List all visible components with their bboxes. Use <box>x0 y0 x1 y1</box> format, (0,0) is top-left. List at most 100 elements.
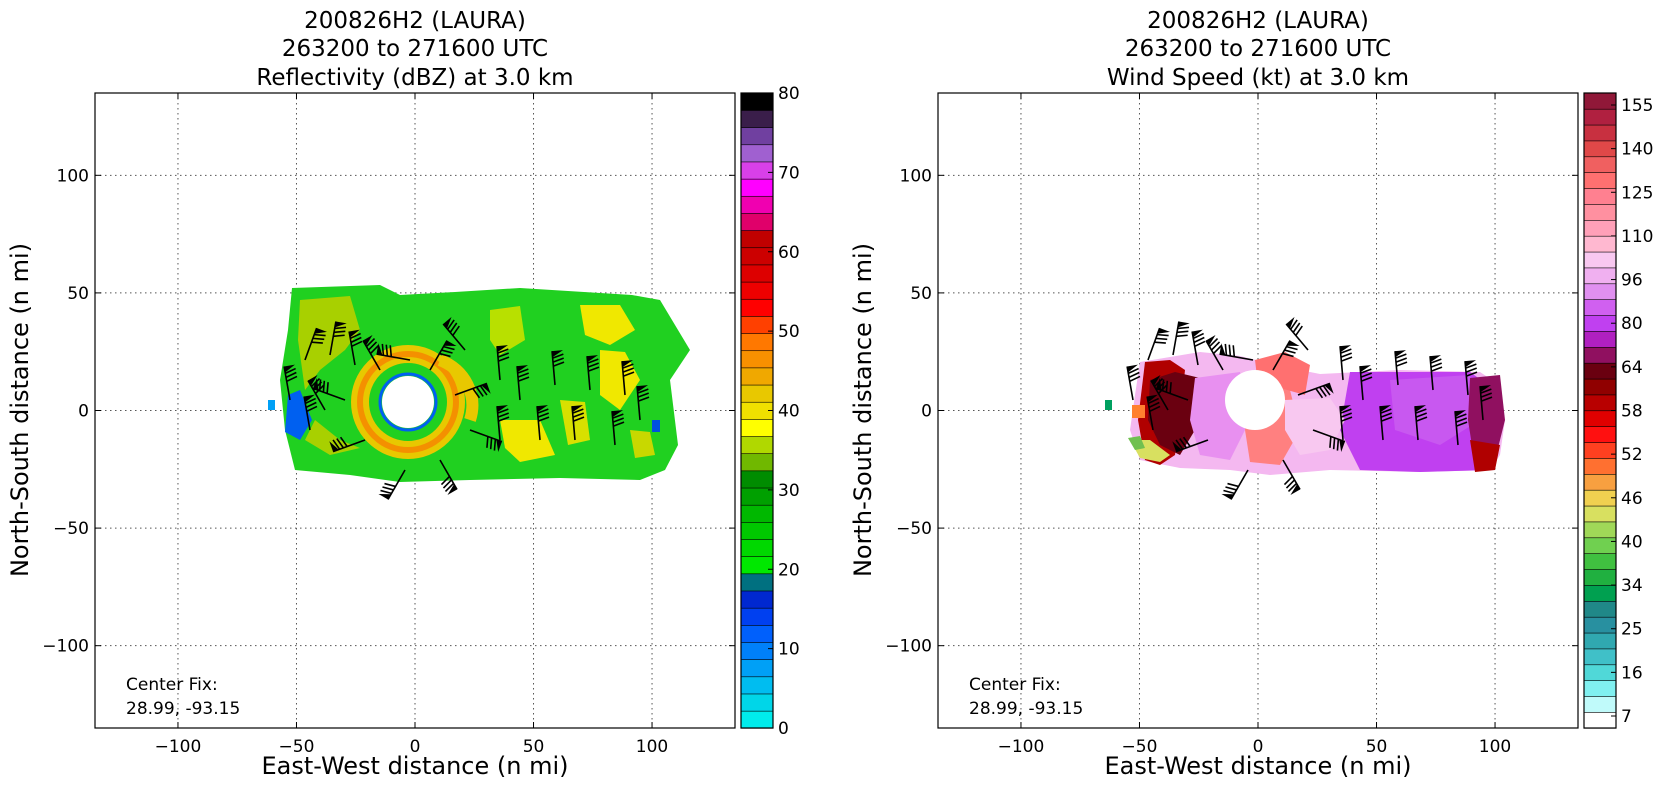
wind-barb-tick <box>537 408 549 414</box>
wind-barb-tick <box>1431 366 1443 372</box>
wind-barb-tick <box>497 352 509 358</box>
wind-barb-tick <box>1282 352 1294 358</box>
wind-barb-tick <box>322 380 326 393</box>
wind-barb-tick <box>311 341 323 344</box>
wind-barb-tick <box>498 356 510 362</box>
y-tick-label: 0 <box>921 402 932 422</box>
colorbar-segment <box>1583 203 1617 221</box>
wind-barb-tick <box>1176 334 1188 338</box>
wind-barb-flag <box>1151 375 1161 386</box>
wind-barb-shaft <box>1339 406 1344 441</box>
wind-barb-flag <box>1380 405 1391 413</box>
wind-barb-tick <box>1380 412 1392 418</box>
wind-barb-tick <box>572 408 584 414</box>
colorbar-segment <box>740 92 774 111</box>
colorbar-segment <box>740 590 774 609</box>
chart-title-line-3: Reflectivity (dBZ) at 3.0 km <box>256 65 573 91</box>
wind-barb-flag <box>378 493 391 500</box>
colorbar-segment <box>740 212 774 231</box>
wind-barb-tick <box>304 397 316 405</box>
wind-barb-tick <box>622 363 634 369</box>
y-axis-label: North-South distance (n mi) <box>6 243 34 577</box>
colorbar-segment <box>740 178 774 197</box>
wind-barb-tick <box>612 413 624 419</box>
wind-barb-tick <box>1415 412 1427 418</box>
wind-barb-tick <box>306 405 318 413</box>
center-fix-label: Center Fix: <box>969 675 1061 695</box>
wind-barb-tick <box>380 489 392 495</box>
wind-barb-tick <box>284 367 296 375</box>
colorbar-segment <box>1583 378 1617 396</box>
wind-barb-shaft <box>496 406 501 441</box>
colorbar-segment <box>740 384 774 403</box>
colorbar-segment <box>740 127 774 146</box>
colorbar-segment <box>1583 711 1617 729</box>
wind-barb-tick <box>350 336 362 344</box>
colorbar-segment <box>1583 648 1617 666</box>
wind-barb-tick <box>443 345 455 351</box>
wind-barb-flag <box>1286 316 1295 329</box>
wind-barb-tick <box>1193 336 1205 344</box>
colorbar-reflectivity: 0 10 20 30 40 50 60 70 80 <box>740 84 800 739</box>
wind-barb-tick <box>1340 412 1352 418</box>
wind-barb-tick <box>1415 408 1427 414</box>
wind-barb-tick <box>1455 417 1467 423</box>
colorbar-segment <box>1583 616 1617 634</box>
wind-barb-tick <box>518 376 530 382</box>
colorbar-tick-label: 140 <box>1621 140 1653 160</box>
colorbar-tick-label: 34 <box>1621 576 1643 596</box>
colorbar-segment <box>1583 172 1617 189</box>
wind-barb-tick <box>1295 325 1303 336</box>
wind-barb-tick <box>1360 368 1372 374</box>
wind-barb-tick <box>441 349 453 354</box>
colorbar-segment <box>740 195 774 214</box>
colorbar-tick-label: 50 <box>778 322 800 342</box>
wind-barb-tick <box>517 372 529 378</box>
wind-barb-tick <box>1169 382 1172 394</box>
wind-barb-tick <box>1481 396 1493 402</box>
colorbar-tick-label: 0 <box>778 719 789 739</box>
wind-barb-tick <box>336 438 345 449</box>
wind-barb-flag <box>622 360 633 368</box>
colorbar-segment <box>740 556 774 575</box>
colorbar-segment <box>1583 362 1617 380</box>
wind-barb-flag <box>1324 383 1334 394</box>
colorbar-tick-label: 20 <box>778 560 800 580</box>
colorbar-segment <box>740 332 774 352</box>
colorbar-segment <box>740 435 774 455</box>
wind-barb-flag <box>1177 321 1190 328</box>
wind-barb-tick <box>326 382 329 394</box>
wind-barb-shaft <box>1219 353 1254 361</box>
wind-barb-tick <box>1129 375 1141 383</box>
wind-barb-tick <box>1416 416 1428 422</box>
colorbar-tick-label: 58 <box>1621 402 1643 422</box>
wind-barb-shaft <box>1359 366 1364 401</box>
colorbar-tick-label: 110 <box>1621 227 1653 247</box>
wind-barb-tick <box>440 475 451 486</box>
wind-barb-shaft <box>348 331 356 366</box>
colorbar-segment <box>740 350 774 369</box>
colorbar-segment <box>1583 410 1617 427</box>
wind-barb-flag <box>1157 328 1170 334</box>
wind-barb-flag <box>637 385 648 393</box>
wind-barb-tick <box>1340 408 1352 414</box>
colorbar-segment <box>740 144 774 163</box>
wind-barb-flag <box>363 335 373 346</box>
wind-barb-tick <box>1148 401 1160 409</box>
colorbar-wind-speed: 7 16 25 34 40 46 52 58 64 80 96 110 125 140 155 <box>1583 92 1653 729</box>
colorbar-segment <box>1583 537 1617 554</box>
wind-barb-shaft <box>536 406 541 441</box>
wind-barb-shaft <box>551 351 556 386</box>
colorbar-segment <box>740 298 774 317</box>
wind-barb-tick <box>1341 416 1353 422</box>
wind-barb-shaft <box>636 386 641 421</box>
wind-barb-tick <box>573 416 585 422</box>
y-axis-ticks: −100 −50 0 50 100 <box>42 166 735 657</box>
wind-barb-tick <box>623 371 635 377</box>
wind-barb-flag <box>334 321 347 328</box>
wind-barb-tick <box>446 319 455 330</box>
colorbar-tick-label: 96 <box>1621 271 1643 291</box>
colorbar-segment <box>740 676 774 695</box>
wind-barb-tick <box>314 333 326 337</box>
wind-barb-tick <box>1318 386 1327 397</box>
